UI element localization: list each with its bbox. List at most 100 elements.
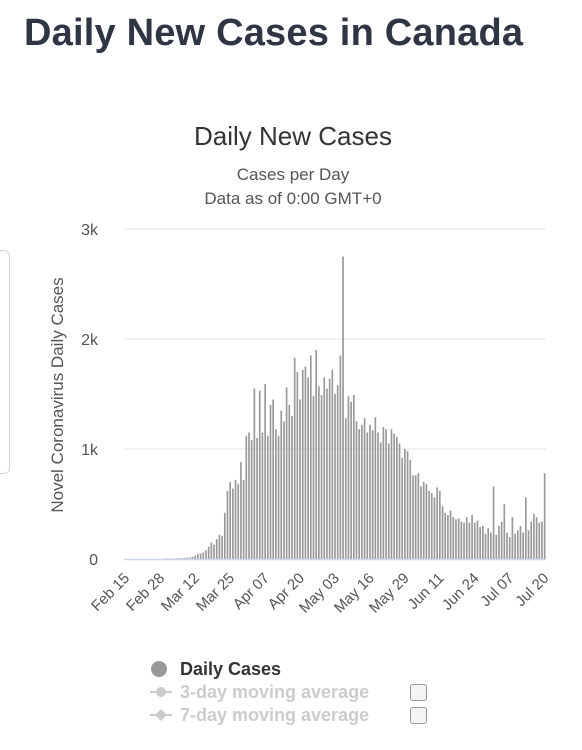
daily-case-bar[interactable] [299,399,301,560]
daily-case-bar[interactable] [498,526,500,559]
daily-case-bar[interactable] [541,521,543,559]
daily-case-bar[interactable] [492,486,495,559]
daily-case-bar[interactable] [495,534,498,559]
daily-case-bar[interactable] [301,369,304,559]
daily-case-bar[interactable] [503,504,506,559]
daily-case-bar[interactable] [487,528,490,559]
daily-case-bar[interactable] [535,517,538,559]
daily-case-bar[interactable] [175,558,178,559]
daily-case-bar[interactable] [371,430,374,559]
daily-case-bar[interactable] [379,442,382,559]
daily-case-bar[interactable] [374,417,377,559]
daily-case-bar[interactable] [452,517,455,559]
legend-checkbox-7-day-average[interactable] [410,707,427,724]
daily-case-bar[interactable] [390,429,393,559]
daily-case-bar[interactable] [530,521,533,559]
daily-case-bar[interactable] [355,421,358,560]
daily-case-bar[interactable] [369,424,371,559]
daily-case-bar[interactable] [199,553,202,560]
daily-case-bar[interactable] [296,372,299,559]
daily-case-bar[interactable] [436,487,438,560]
daily-case-bar[interactable] [420,486,422,559]
daily-case-bar[interactable] [234,479,237,559]
daily-case-bar[interactable] [205,550,207,559]
daily-case-bar[interactable] [522,532,524,559]
legend-checkbox-3-day-average[interactable] [410,684,427,701]
daily-case-bar[interactable] [307,377,309,560]
daily-case-bar[interactable] [304,366,307,560]
daily-case-bar[interactable] [207,546,210,559]
daily-case-bar[interactable] [482,526,484,559]
daily-case-bar[interactable] [229,482,232,559]
daily-case-bar[interactable] [240,462,242,559]
daily-case-bar[interactable] [248,432,250,560]
daily-case-bar[interactable] [449,510,452,559]
daily-case-bar[interactable] [315,350,318,559]
daily-case-bar[interactable] [468,522,471,559]
daily-case-bar[interactable] [342,256,344,560]
daily-case-bar[interactable] [213,544,215,559]
daily-case-bar[interactable] [366,432,369,560]
daily-case-bar[interactable] [210,542,213,560]
daily-case-bar[interactable] [377,432,379,560]
daily-case-bar[interactable] [226,490,229,559]
daily-case-bar[interactable] [401,457,404,559]
daily-case-bar[interactable] [242,479,245,559]
daily-case-bar[interactable] [538,522,541,559]
daily-case-bar[interactable] [514,533,516,559]
daily-case-bar[interactable] [272,399,275,560]
daily-case-bar[interactable] [516,530,519,559]
daily-case-bar[interactable] [414,475,417,559]
daily-case-bar[interactable] [350,401,352,559]
daily-case-bar[interactable] [266,435,269,559]
daily-case-bar[interactable] [336,385,339,559]
daily-case-bar[interactable] [180,558,183,559]
daily-case-bar[interactable] [344,418,347,559]
daily-case-bar[interactable] [457,518,460,559]
daily-case-bar[interactable] [269,405,272,559]
daily-case-bar[interactable] [339,355,342,560]
daily-case-bar[interactable] [331,369,334,559]
daily-case-bar[interactable] [323,377,326,560]
daily-case-bar[interactable] [473,522,476,559]
daily-case-bar[interactable] [164,558,167,559]
daily-case-bar[interactable] [363,418,366,559]
daily-case-bar[interactable] [395,436,398,559]
daily-case-bar[interactable] [387,443,390,560]
daily-case-bar[interactable] [409,460,412,559]
daily-case-bar[interactable] [293,357,296,559]
daily-case-bar[interactable] [385,429,387,559]
daily-case-bar[interactable] [479,527,481,559]
daily-case-bar[interactable] [358,429,361,559]
daily-case-bar[interactable] [447,515,449,559]
daily-case-bar[interactable] [170,558,172,559]
daily-case-bar[interactable] [347,396,350,559]
daily-case-bar[interactable] [484,533,487,559]
daily-case-bar[interactable] [543,473,546,559]
daily-case-bar[interactable] [275,429,277,559]
daily-case-bar[interactable] [460,521,463,559]
daily-case-bar[interactable] [261,432,264,560]
daily-case-bar[interactable] [320,395,323,559]
daily-case-bar[interactable] [202,552,205,559]
daily-case-bar[interactable] [428,490,430,559]
daily-case-bar[interactable] [318,386,320,559]
daily-case-bar[interactable] [194,555,197,559]
daily-case-bar[interactable] [422,482,425,559]
daily-case-bar[interactable] [425,484,428,559]
legend-item-3-day-average[interactable]: 3-day moving average [150,681,450,704]
daily-case-bar[interactable] [417,473,420,559]
legend-item-daily-cases[interactable]: Daily Cases [150,658,450,681]
daily-case-bar[interactable] [326,388,328,560]
daily-case-bar[interactable] [250,440,253,559]
daily-case-bar[interactable] [404,449,406,559]
legend-item-7-day-average[interactable]: 7-day moving average [150,704,450,727]
daily-case-bar[interactable] [508,537,511,559]
daily-case-bar[interactable] [471,515,473,559]
daily-case-bar[interactable] [312,396,315,559]
daily-case-bar[interactable] [382,427,385,559]
daily-case-bar[interactable] [197,554,199,559]
daily-case-bar[interactable] [406,451,409,559]
daily-case-bar[interactable] [441,506,444,559]
daily-case-bar[interactable] [215,539,218,559]
